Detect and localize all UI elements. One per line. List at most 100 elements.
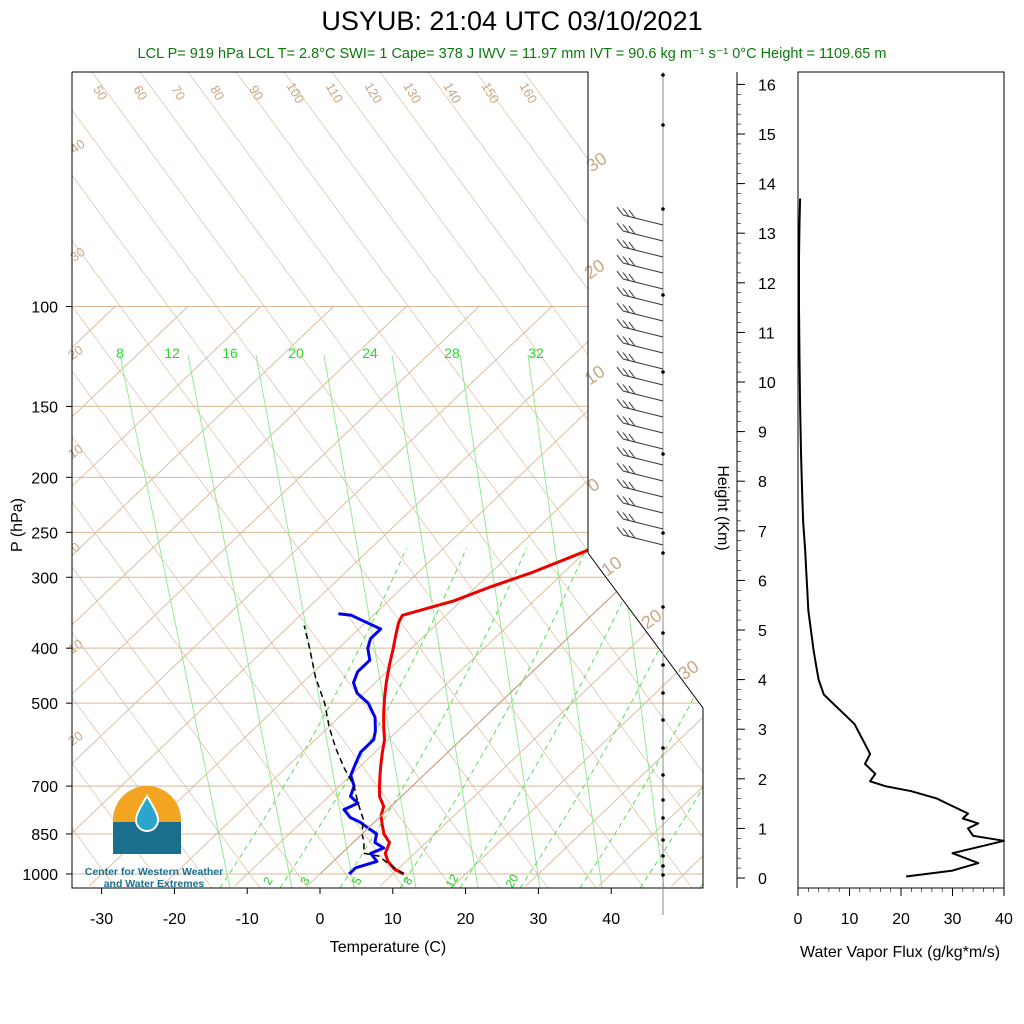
dry-adiabat-label: 160 bbox=[517, 80, 541, 106]
mixing-ratio-label: 28 bbox=[444, 345, 460, 361]
dry-adiabat-line bbox=[72, 72, 405, 888]
isotherm-label: 20 bbox=[65, 728, 85, 749]
isotherm-label: 10 bbox=[65, 441, 85, 462]
wind-barb-flag bbox=[616, 446, 624, 456]
dry-adiabat-line bbox=[72, 72, 165, 888]
wind-level-dot bbox=[661, 864, 665, 868]
flux-x-axis-label: Water Vapor Flux (g/kg*m/s) bbox=[800, 944, 1000, 961]
mixing-ratio-label: 20 bbox=[288, 345, 304, 361]
wind-barb-flag bbox=[622, 416, 630, 425]
dry-adiabat-line bbox=[72, 72, 117, 888]
mixing-ratio-line bbox=[527, 354, 603, 888]
wind-barb-flag bbox=[622, 304, 630, 313]
wind-barb-flag bbox=[622, 368, 630, 377]
wind-barb-flag bbox=[628, 321, 636, 331]
y-tick-label: 500 bbox=[31, 696, 58, 713]
wind-barb-flag bbox=[616, 254, 624, 264]
isotherm-label: 40 bbox=[67, 136, 87, 157]
moist-adiabat-line bbox=[699, 547, 703, 888]
dry-adiabat-label: 70 bbox=[168, 83, 188, 103]
wind-barb-line bbox=[622, 294, 664, 306]
wind-barb-flag bbox=[628, 385, 636, 395]
wind-barb-flag bbox=[622, 240, 630, 249]
logo-caption-line1: Center for Western Weather bbox=[84, 866, 224, 878]
wind-level-dot bbox=[661, 663, 665, 667]
dry-adiabat-label: 150 bbox=[479, 80, 503, 106]
dry-adiabat-line bbox=[72, 72, 645, 888]
dry-adiabat-label: 130 bbox=[401, 80, 425, 106]
wind-barb-flag bbox=[622, 464, 630, 473]
mixing-ratio-label: 24 bbox=[362, 345, 378, 361]
isotherm-line bbox=[72, 306, 407, 887]
y-tick-label: 150 bbox=[31, 399, 58, 416]
wind-level-dot bbox=[661, 452, 665, 456]
wind-barb-flag bbox=[616, 478, 624, 488]
x-tick-label: 40 bbox=[602, 911, 620, 928]
mixing-ratio-line bbox=[459, 354, 541, 888]
wind-barb-flag bbox=[622, 528, 630, 537]
wind-barb-line bbox=[622, 262, 664, 274]
x-tick-label: -10 bbox=[236, 911, 259, 928]
mixing-ratio-label: 16 bbox=[222, 345, 238, 361]
wind-barb-line bbox=[622, 390, 664, 402]
wind-barb-line bbox=[622, 518, 664, 530]
x-tick-label: 10 bbox=[384, 911, 402, 928]
wind-barb-line bbox=[622, 374, 664, 386]
wind-barb-flag bbox=[616, 302, 624, 312]
wind-barb-flag bbox=[616, 430, 624, 440]
wind-barb-line bbox=[622, 486, 664, 498]
wind-barb-flag bbox=[616, 206, 624, 216]
dry-adiabat-line bbox=[72, 72, 357, 888]
flux-x-tick-label: 30 bbox=[944, 911, 962, 928]
wind-barb-flag bbox=[616, 238, 624, 248]
isotherm-line bbox=[72, 306, 480, 887]
isotherm-line bbox=[72, 306, 625, 887]
isotherm-label: 20 bbox=[638, 605, 666, 633]
wind-barb-flag bbox=[628, 497, 636, 507]
wind-level-dot bbox=[661, 718, 665, 722]
mixing-ratio-small-label: 2 bbox=[260, 874, 276, 887]
dry-adiabat-line bbox=[139, 72, 703, 888]
wind-barb-line bbox=[622, 406, 664, 418]
moist-adiabat-line bbox=[339, 547, 527, 888]
wind-barb-flag bbox=[622, 400, 630, 409]
profile-parcel bbox=[303, 625, 405, 875]
dry-adiabat-line bbox=[72, 72, 501, 888]
isotherm-line bbox=[525, 306, 703, 887]
wind-barb-flag bbox=[628, 369, 636, 379]
isotherm-line bbox=[72, 306, 334, 887]
y-tick-label: 200 bbox=[31, 470, 58, 487]
wind-level-dot bbox=[661, 854, 665, 858]
wind-level-dot bbox=[661, 816, 665, 820]
wind-level-dot bbox=[661, 838, 665, 842]
wind-barb-line bbox=[622, 230, 664, 242]
wind-barb-flag bbox=[616, 286, 624, 296]
dry-adiabat-label: 90 bbox=[246, 83, 266, 103]
wind-barb-flag bbox=[616, 222, 624, 232]
wind-barb-flag bbox=[622, 320, 630, 329]
isotherm-line bbox=[72, 306, 553, 887]
wind-barb-line bbox=[622, 246, 664, 258]
moist-adiabat-line bbox=[519, 547, 703, 888]
wind-barb-flag bbox=[622, 272, 630, 281]
dry-adiabat-line bbox=[475, 72, 703, 888]
moist-adiabat-line bbox=[219, 547, 407, 888]
mixing-ratio-small-label: 3 bbox=[297, 874, 313, 887]
isotherm-line bbox=[72, 306, 116, 887]
logo-drop-icon bbox=[134, 794, 160, 832]
wind-barb-flag bbox=[622, 336, 630, 345]
wind-barb-flag bbox=[622, 384, 630, 393]
wind-barb-flag bbox=[628, 417, 636, 427]
wind-barb-line bbox=[622, 310, 664, 322]
wind-barb-flag bbox=[628, 529, 636, 539]
dry-adiabat-line bbox=[72, 72, 213, 888]
wind-barb-flag bbox=[622, 496, 630, 505]
wind-barb-flag bbox=[622, 448, 630, 457]
isotherm-line bbox=[88, 306, 698, 887]
logo-caption: Center for Western Weather and Water Ext… bbox=[84, 866, 224, 890]
height-tick-label: 16 bbox=[758, 77, 776, 94]
isotherm-label: 30 bbox=[67, 244, 87, 265]
profile-dewpoint bbox=[338, 612, 386, 876]
wind-barb-flag bbox=[616, 462, 624, 472]
flux-x-tick-label: 40 bbox=[995, 911, 1013, 928]
